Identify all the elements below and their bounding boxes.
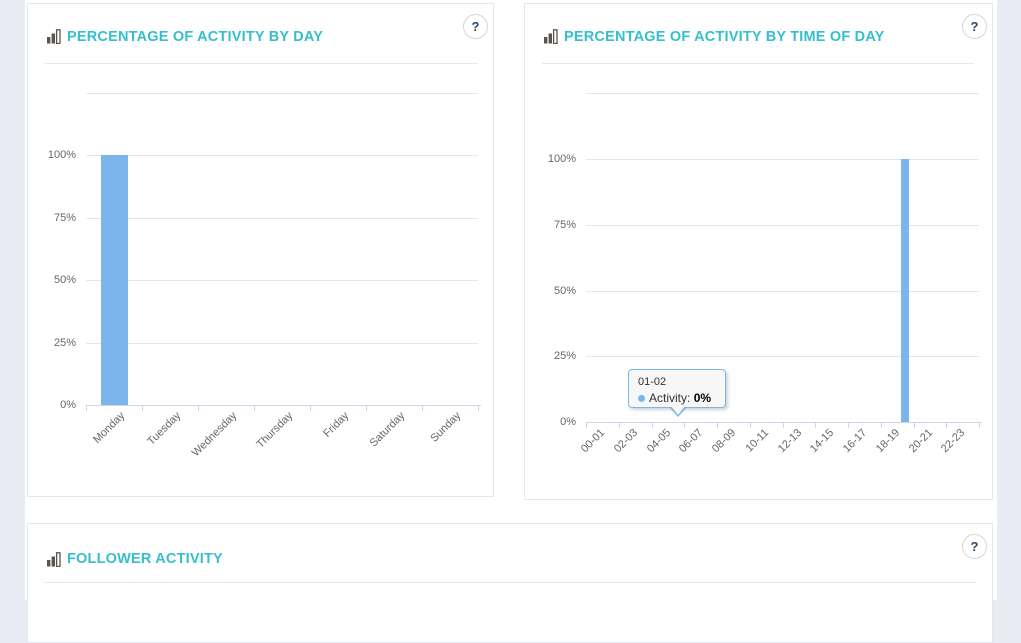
tooltip-arrow-fill (671, 406, 685, 415)
x-axis-tick (717, 422, 718, 428)
x-axis-tick (198, 405, 199, 411)
x-axis-tick (880, 422, 882, 428)
chart-activity-by-time: 0% 25% 50% 75% 100% 00-01 02-03 04-05 06-07 08-09… (525, 4, 992, 499)
chart-activity-by-day: 0% 25% 50% 75% 100% Monday Tuesday Wednesday Thu… (28, 4, 493, 496)
x-axis-label: Sunday (428, 409, 464, 445)
panel-title: PERCENTAGE OF ACTIVITY BY TIME OF DAY (564, 29, 885, 45)
panel-header: FOLLOWER ACTIVITY ? (28, 524, 992, 572)
x-axis-label: Thursday (254, 409, 296, 451)
tooltip-category: 01-02 (638, 376, 667, 388)
panel-activity-by-time: PERCENTAGE OF ACTIVITY BY TIME OF DAY ? … (524, 3, 993, 500)
x-axis-line (86, 405, 481, 406)
y-axis-label: 50% (553, 284, 576, 297)
x-axis-tick (782, 422, 784, 428)
x-axis-tick (618, 422, 620, 428)
series-marker-dot (638, 395, 645, 402)
help-button[interactable]: ? (463, 14, 488, 39)
x-axis-tick (422, 405, 423, 411)
x-axis-tick (848, 422, 849, 428)
y-axis-label: 0% (60, 399, 76, 411)
x-axis-tick (651, 422, 653, 428)
x-axis-tick (142, 405, 143, 411)
panel-follower-activity: FOLLOWER ACTIVITY ? (27, 523, 993, 643)
x-axis-tick (979, 422, 980, 428)
y-axis-label: 0% (560, 416, 576, 428)
bar-chart-icon (46, 551, 62, 568)
x-axis-tick (366, 405, 367, 411)
panel-header: PERCENTAGE OF ACTIVITY BY DAY ? (28, 4, 493, 52)
tooltip-series-value: Activity: 0% (638, 391, 716, 405)
y-axis-label: 50% (53, 274, 76, 286)
x-axis-tick (749, 422, 751, 428)
help-button[interactable]: ? (962, 534, 987, 559)
panel-title: FOLLOWER ACTIVITY (67, 551, 223, 567)
gridline (86, 155, 478, 156)
help-button[interactable]: ? (962, 14, 987, 39)
x-axis-tick (815, 422, 817, 428)
x-axis-tick (254, 405, 255, 411)
tooltip-series-label: Activity (649, 391, 688, 405)
activity-bar[interactable] (901, 159, 910, 422)
x-axis-tick (684, 422, 686, 428)
bar-chart-icon (543, 28, 559, 45)
x-axis-label: Friday (321, 409, 352, 440)
gridline (86, 280, 478, 281)
x-axis-line (586, 422, 982, 423)
y-axis-label: 100% (547, 153, 576, 165)
x-axis-tick (586, 422, 587, 428)
gridline (586, 356, 979, 358)
y-axis-label: 75% (53, 211, 76, 224)
gridline (86, 92, 478, 94)
divider (45, 63, 478, 64)
panel-header: PERCENTAGE OF ACTIVITY BY TIME OF DAY ? (525, 4, 992, 52)
x-axis-tick (86, 405, 87, 411)
gridline (586, 93, 979, 95)
panel-title: PERCENTAGE OF ACTIVITY BY DAY (67, 29, 324, 45)
x-axis-tick (478, 405, 479, 411)
x-axis-label: Saturday (367, 409, 408, 450)
activity-bar[interactable] (100, 155, 128, 405)
y-axis-label: 75% (553, 218, 576, 231)
x-axis-tick (946, 422, 948, 428)
x-axis-tick (310, 405, 311, 411)
x-axis-label: Monday (91, 409, 128, 446)
x-axis-tick (913, 422, 915, 428)
gridline (586, 290, 979, 292)
x-axis-label: Wednesday (189, 409, 240, 460)
divider (45, 582, 977, 583)
gridline (586, 224, 979, 226)
x-axis-label: Tuesday (145, 409, 184, 448)
gridline (86, 342, 478, 344)
bar-chart-icon (46, 28, 62, 45)
chart-tooltip: 01-02 Activity: 0% (628, 369, 726, 408)
y-axis-label: 100% (47, 149, 76, 161)
panel-activity-by-day: PERCENTAGE OF ACTIVITY BY DAY ? 0% 25% 50%… (27, 3, 494, 497)
y-axis-label: 25% (53, 336, 76, 349)
gridline (586, 159, 979, 160)
gridline (86, 217, 478, 219)
y-axis-label: 25% (553, 350, 576, 363)
tooltip-value: 0% (693, 391, 712, 405)
divider (542, 63, 974, 64)
